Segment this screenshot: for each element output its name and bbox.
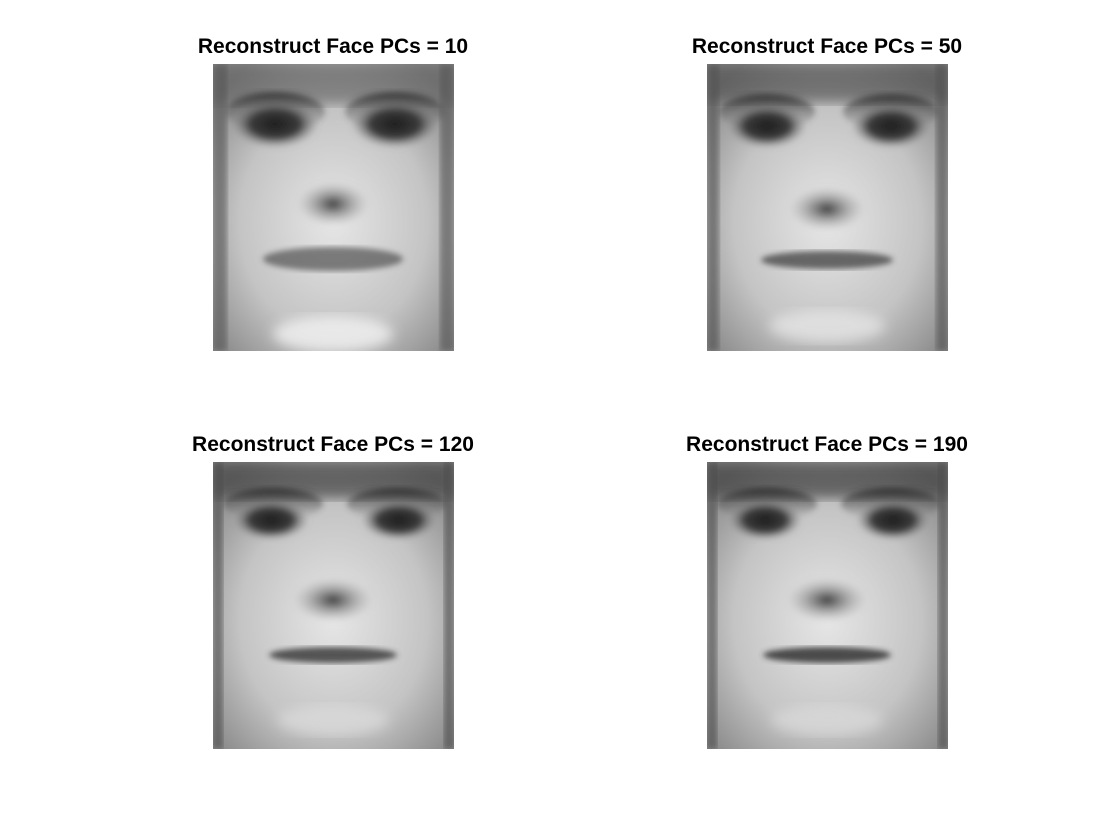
- reconstructed-face-image: [707, 64, 948, 351]
- subplot-title: Reconstruct Face PCs = 10: [197, 35, 469, 58]
- reconstructed-face-image: [213, 64, 454, 351]
- subplot-title: Reconstruct Face PCs = 190: [686, 433, 968, 456]
- subplot-title: Reconstruct Face PCs = 50: [691, 35, 963, 58]
- reconstructed-face-image: [213, 462, 454, 749]
- face-image-graphic: [213, 64, 454, 351]
- reconstructed-face-image: [707, 462, 948, 749]
- subplot-title: Reconstruct Face PCs = 120: [192, 433, 474, 456]
- face-image-graphic: [707, 64, 948, 351]
- face-image-graphic: [213, 462, 454, 749]
- face-image-graphic: [707, 462, 948, 749]
